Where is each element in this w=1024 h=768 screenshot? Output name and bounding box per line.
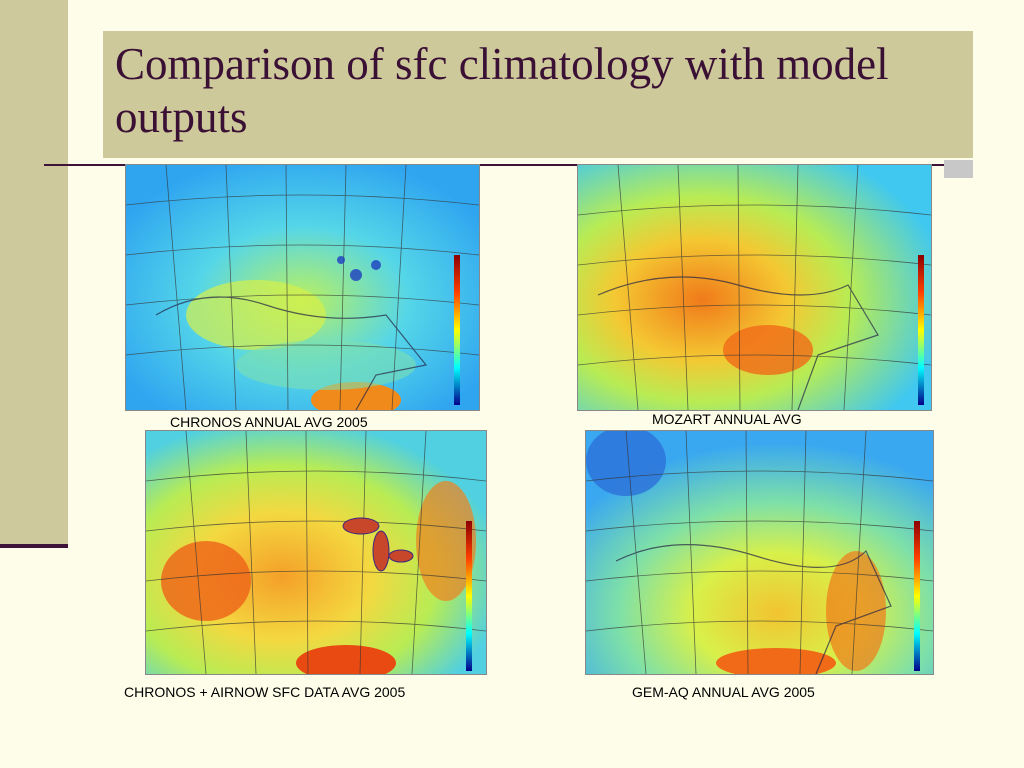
caption-gemaq: GEM-AQ ANNUAL AVG 2005 [632, 684, 815, 700]
map-gemaq [585, 430, 934, 675]
ozone-map-chronos-icon [126, 165, 479, 410]
ozone-map-mozart-icon [578, 165, 931, 410]
caption-mozart: MOZART ANNUAL AVG [652, 411, 802, 427]
decorative-side-bar [0, 0, 68, 547]
title-rule [44, 164, 973, 166]
ozone-map-gemaq-icon [586, 431, 933, 674]
map-mozart [577, 164, 932, 411]
decorative-right-tab [944, 160, 973, 178]
slide-title: Comparison of sfc climatology with model… [115, 39, 889, 142]
ozone-map-chronos-airnow-icon [146, 431, 486, 674]
caption-chronos-airnow: CHRONOS + AIRNOW SFC DATA AVG 2005 [124, 684, 406, 700]
map-chronos [125, 164, 480, 411]
map-chronos-airnow [145, 430, 487, 675]
decorative-side-rule [0, 544, 68, 548]
title-background [103, 31, 973, 158]
caption-chronos: CHRONOS ANNUAL AVG 2005 [170, 414, 368, 430]
